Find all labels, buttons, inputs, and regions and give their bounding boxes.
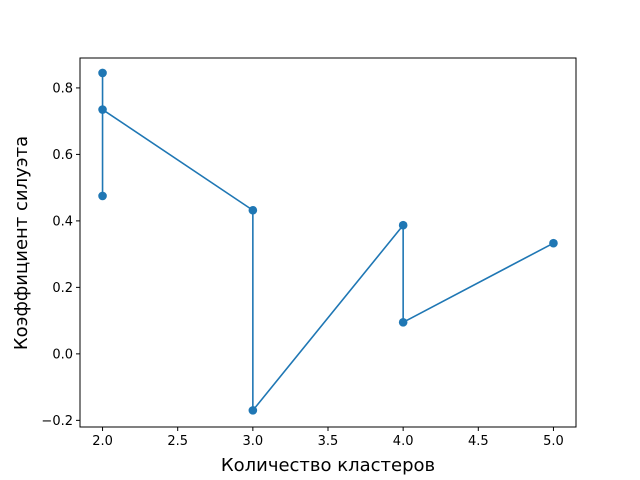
x-tick-label: 4.0	[393, 434, 414, 449]
plot-area	[79, 57, 577, 428]
y-tick-label: 0.6	[52, 148, 73, 163]
x-tick-label: 2.0	[92, 434, 113, 449]
series	[98, 68, 558, 415]
x-tick-label: 4.5	[468, 434, 489, 449]
x-axis-label: Количество кластеров	[221, 455, 435, 476]
x-tick-label: 2.5	[167, 434, 188, 449]
series-line	[101, 72, 554, 412]
data-point	[248, 205, 258, 215]
data-point	[398, 317, 408, 327]
y-tick-label: 0.8	[52, 81, 73, 96]
x-tick-label: 3.5	[318, 434, 339, 449]
data-point	[98, 191, 107, 201]
x-tick-label: 5.0	[543, 434, 564, 449]
data-point	[98, 68, 107, 78]
y-tick-label: 0.2	[52, 281, 73, 296]
x-tick-label: 3.0	[243, 434, 264, 449]
y-tick-label: 0.4	[52, 214, 73, 229]
data-point	[98, 105, 107, 114]
y-axis-label: Коэффициент силуэта	[11, 136, 32, 350]
data-point	[248, 406, 258, 415]
data-point	[549, 238, 558, 248]
y-tick-label: 0.0	[52, 347, 73, 362]
ticks: 2.0 2.5 3.0 3.5 4.0 4.5 5.0 −0.2 0.0 0.2 0.4 0.6 0.8	[41, 81, 563, 449]
data-point	[398, 220, 408, 230]
y-tick-label: −0.2	[41, 414, 73, 429]
